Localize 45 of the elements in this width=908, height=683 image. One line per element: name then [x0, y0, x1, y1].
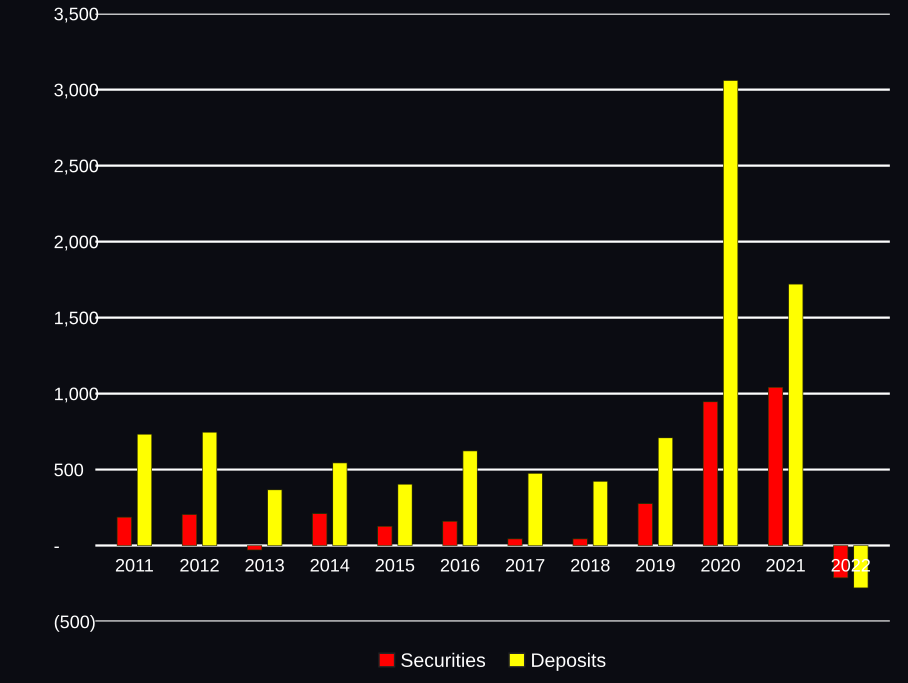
x-tick-label: 2017: [506, 558, 544, 572]
x-tick-label: 2020: [701, 558, 740, 572]
bar: [788, 284, 804, 546]
bar: [397, 484, 413, 546]
bar: [462, 450, 478, 546]
bar: [116, 516, 132, 546]
bar: [247, 545, 262, 550]
bar: [332, 462, 348, 546]
bar: [202, 432, 218, 546]
bar: [592, 481, 608, 546]
bar: [267, 489, 282, 546]
y-tick-label: 3,000: [54, 84, 98, 98]
bar: [768, 387, 784, 546]
bar: [702, 401, 718, 546]
x-tick-label: 2016: [440, 558, 480, 572]
x-tick-label: 2019: [636, 558, 675, 572]
y-tick-label: 1,500: [55, 312, 98, 326]
x-tick-label: 2022: [832, 558, 870, 572]
x-tick-label: 2013: [245, 558, 284, 572]
bar: [136, 434, 152, 546]
bar: [723, 80, 738, 546]
legend-label: Deposits: [532, 652, 606, 671]
x-tick-label: 2015: [376, 558, 414, 572]
x-tick-label: 2012: [180, 558, 219, 572]
y-tick-label: 500: [54, 463, 84, 476]
x-tick-label: 2014: [310, 558, 350, 572]
y-tick-label: 1,000: [55, 388, 98, 402]
y-tick-label: -: [54, 546, 59, 548]
y-tick-label: 2,500: [54, 160, 98, 174]
bar: [442, 521, 458, 546]
x-tick-label: 2021: [766, 558, 805, 572]
legend-label: Securities: [401, 652, 486, 668]
y-tick-label: 3,500: [54, 8, 98, 23]
x-tick-label: 2018: [571, 558, 610, 572]
bar: [658, 437, 674, 546]
bar: [377, 526, 392, 546]
y-tick-label: (500): [54, 614, 95, 632]
bar: [312, 513, 328, 546]
x-tick-label: 2011: [116, 558, 153, 572]
bar: [528, 473, 543, 546]
bar: [638, 503, 653, 546]
bar: [182, 514, 197, 546]
y-tick-label: 2,000: [54, 236, 98, 250]
bar: [508, 538, 523, 546]
bar: [572, 538, 588, 546]
